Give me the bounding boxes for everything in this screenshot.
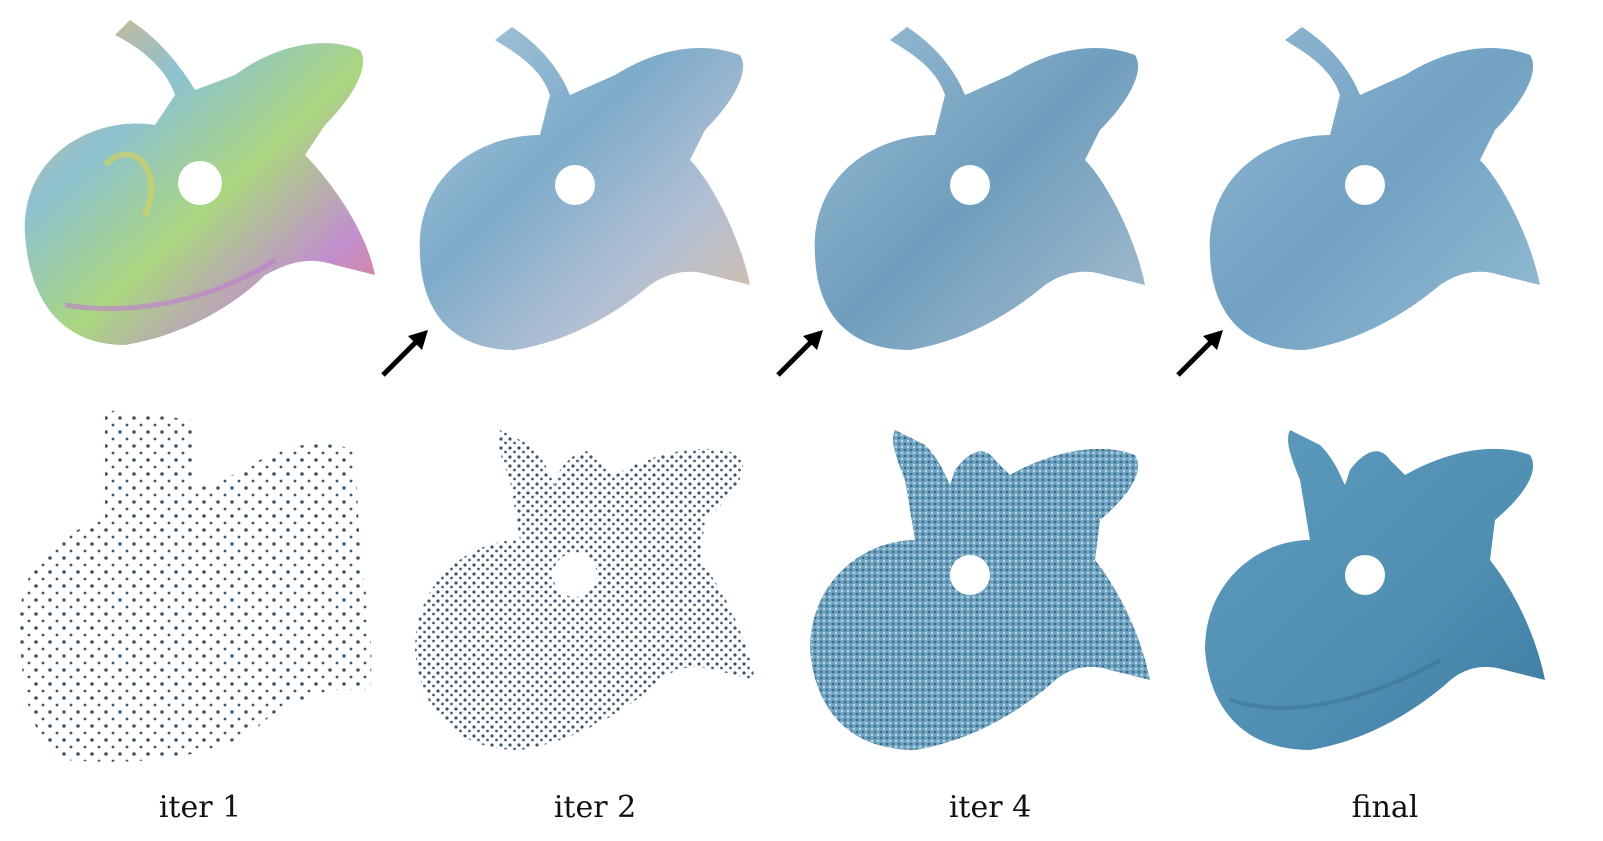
row2-final-surface [1190,400,1590,800]
arrow-icon [773,320,833,380]
bone-surface-final [1205,430,1545,750]
bone-render-final-top [1209,27,1540,350]
row1-iter1-render [5,5,405,405]
caption-final: final [1351,790,1419,825]
row1-iter4-render [795,5,1195,405]
row1-final-render [1190,5,1590,405]
arrow-icon [1173,320,1233,380]
arrow-icon [378,320,438,380]
row2-iter2-points [400,400,800,800]
bone-points-iter1 [20,410,372,762]
caption-iter2: iter 2 [553,790,637,825]
row2-iter4-points [795,400,1195,800]
bone-points-iter2 [415,430,755,750]
caption-iter4: iter 4 [948,790,1032,825]
caption-iter1: iter 1 [158,790,242,825]
bone-render-iter4-top [814,27,1145,350]
row1-iter2-render [400,5,800,405]
row2-iter1-points [5,400,405,800]
bone-render-iter1-top [24,20,376,345]
bone-points-iter4 [810,430,1150,750]
bone-render-iter2-top [419,27,750,350]
